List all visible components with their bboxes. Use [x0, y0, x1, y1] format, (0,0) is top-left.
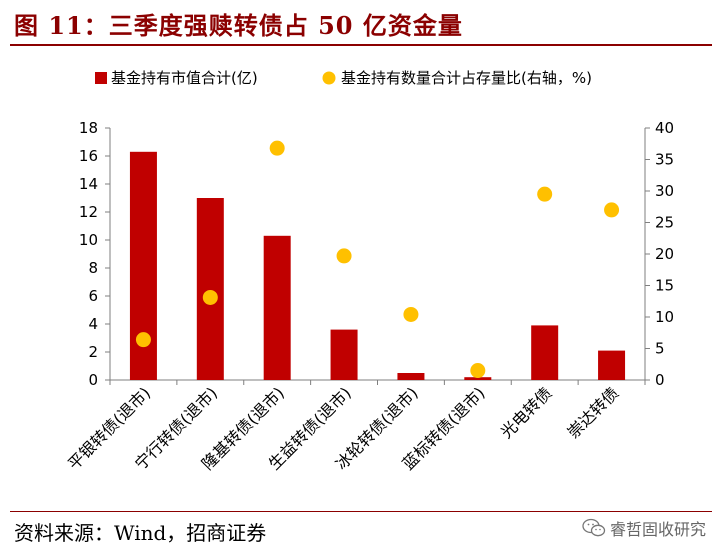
- left-tick-label: 6: [88, 287, 98, 305]
- scatter-series: [135, 140, 620, 379]
- scatter-point: [604, 202, 620, 218]
- left-tick-label: 10: [79, 231, 98, 249]
- footer-divider: [10, 511, 712, 512]
- watermark: 睿哲固收研究: [582, 516, 706, 540]
- bar: [531, 325, 559, 380]
- left-tick-label: 4: [88, 315, 98, 333]
- bar-series: [129, 151, 626, 380]
- right-tick-label: 10: [655, 308, 674, 326]
- bar: [263, 235, 291, 380]
- right-tick-label: 25: [655, 214, 674, 232]
- left-tick-label: 8: [88, 259, 98, 277]
- scatter-point: [336, 248, 352, 264]
- bar: [598, 350, 626, 380]
- right-tick-label: 5: [655, 340, 665, 358]
- right-tick-label: 15: [655, 277, 674, 295]
- title-divider: [10, 44, 712, 46]
- right-tick-label: 40: [655, 119, 674, 137]
- wechat-icon: [582, 518, 606, 537]
- legend-dot-label: 基金持有数量合计占存量比(右轴，%): [341, 69, 592, 87]
- scatter-point: [470, 363, 486, 379]
- category-label: 崇达转债: [564, 383, 623, 442]
- category-label: 光电转债: [497, 383, 556, 442]
- scatter-point: [269, 140, 285, 156]
- right-tick-label: 0: [655, 371, 665, 389]
- bar: [196, 198, 224, 380]
- page-title: 图 11：三季度强赎转债占 50 亿资金量: [14, 11, 463, 40]
- right-tick-label: 30: [655, 182, 674, 200]
- chart-legend: 基金持有市值合计(亿) 基金持有数量合计占存量比(右轴，%): [95, 69, 592, 87]
- left-tick-label: 12: [79, 203, 98, 221]
- bar: [330, 329, 358, 380]
- left-tick-label: 18: [79, 119, 98, 137]
- watermark-text: 睿哲固收研究: [609, 520, 706, 539]
- legend-dot-swatch: [322, 71, 336, 85]
- scatter-point: [537, 186, 553, 202]
- category-labels: 平银转债(退市)宁行转债(退市)隆基转债(退市)生益转债(退市)冰轮转债(退市)…: [64, 383, 622, 473]
- chart-area: 基金持有市值合计(亿) 基金持有数量合计占存量比(右轴，%) 0 2 4 6 8 10 12 1…: [0, 50, 722, 510]
- left-tick-label: 2: [88, 343, 98, 361]
- left-tick-label: 0: [88, 371, 98, 389]
- right-tick-label: 20: [655, 245, 674, 263]
- scatter-point: [202, 289, 218, 305]
- scatter-point: [403, 306, 419, 322]
- legend-bar-label: 基金持有市值合计(亿): [111, 69, 258, 87]
- legend-bar-swatch: [95, 72, 107, 84]
- source-note: 资料来源：Wind，招商证券: [14, 521, 267, 545]
- bar: [397, 373, 425, 380]
- left-tick-label: 14: [79, 175, 98, 193]
- bar: [464, 377, 492, 380]
- left-tick-label: 16: [79, 147, 98, 165]
- chart-axes: 0 2 4 6 8 10 12 14 16 18 0 5 10 15 20 25 30 35 40: [79, 119, 674, 389]
- scatter-point: [135, 332, 151, 348]
- bar-scatter-chart: 基金持有市值合计(亿) 基金持有数量合计占存量比(右轴，%) 0 2 4 6 8 10 12 1…: [64, 69, 674, 474]
- right-tick-label: 35: [655, 151, 674, 169]
